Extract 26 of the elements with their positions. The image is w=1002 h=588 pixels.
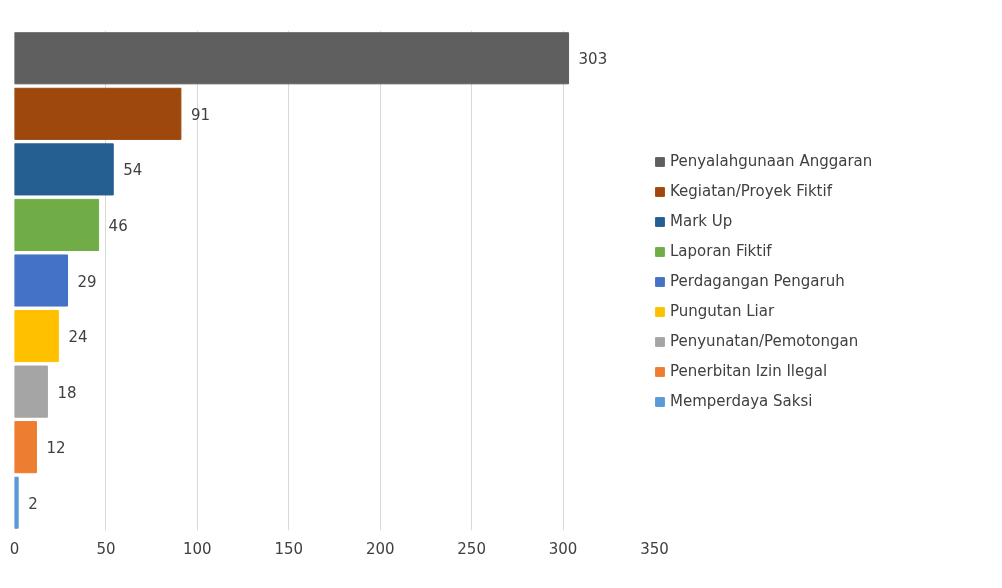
legend-label: Pungutan Liar — [670, 302, 775, 320]
data-label: 29 — [77, 272, 97, 291]
data-label: 24 — [68, 328, 88, 347]
x-tick-label: 200 — [365, 539, 395, 558]
x-tick-label: 0 — [9, 539, 20, 558]
data-label: 91 — [190, 105, 210, 124]
legend-label: Penyalahgunaan Anggaran — [670, 152, 873, 170]
data-label: 12 — [46, 439, 66, 458]
legend-label: Laporan Fiktif — [670, 242, 772, 260]
x-tick-label: 350 — [640, 539, 669, 558]
x-tick-label: 250 — [457, 539, 486, 558]
data-label: 18 — [57, 383, 77, 402]
legend-label: Perdagangan Pengaruh — [670, 272, 845, 290]
x-tick-label: 300 — [548, 539, 578, 558]
x-tick-label: 150 — [274, 539, 304, 558]
legend-label: Penerbitan Izin Ilegal — [670, 362, 828, 380]
data-label: 54 — [123, 161, 143, 180]
data-label: 303 — [578, 50, 608, 69]
data-label: 2 — [28, 494, 38, 513]
legend-label: Mark Up — [670, 212, 733, 230]
legend-label: Penyunatan/Pemotongan — [670, 332, 859, 350]
legend-label: Kegiatan/Proyek Fiktif — [670, 182, 832, 200]
x-tick-label: 100 — [183, 539, 212, 558]
data-label: 46 — [108, 216, 128, 235]
legend-label: Memperdaya Saksi — [670, 392, 813, 410]
x-tick-label: 50 — [96, 539, 116, 558]
